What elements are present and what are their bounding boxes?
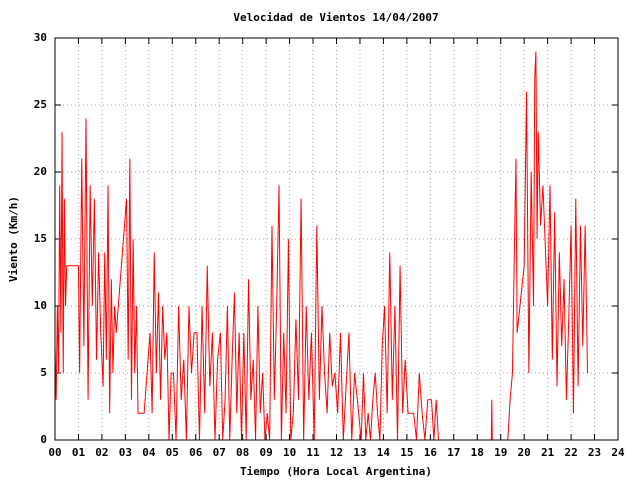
x-tick-label: 21 xyxy=(541,446,555,459)
y-tick-label: 10 xyxy=(34,299,47,312)
y-tick-label: 20 xyxy=(34,165,47,178)
x-tick-label: 09 xyxy=(260,446,273,459)
x-tick-label: 23 xyxy=(588,446,601,459)
x-tick-label: 03 xyxy=(119,446,132,459)
x-tick-label: 06 xyxy=(189,446,203,459)
y-tick-label: 15 xyxy=(34,232,47,245)
y-tick-label: 0 xyxy=(40,433,47,446)
plot-border xyxy=(54,37,619,441)
x-tick-label: 22 xyxy=(564,446,577,459)
x-tick-label: 18 xyxy=(471,446,484,459)
x-tick-label: 07 xyxy=(213,446,226,459)
x-tick-label: 04 xyxy=(142,446,156,459)
x-tick-label: 11 xyxy=(306,446,320,459)
x-tick-label: 19 xyxy=(494,446,507,459)
x-tick-label: 16 xyxy=(424,446,438,459)
x-tick-label: 15 xyxy=(400,446,413,459)
x-tick-label: 12 xyxy=(330,446,343,459)
y-tick-label: 25 xyxy=(34,98,47,111)
x-tick-label: 24 xyxy=(611,446,625,459)
x-tick-label: 00 xyxy=(48,446,61,459)
x-tick-label: 10 xyxy=(283,446,296,459)
y-tick-label: 5 xyxy=(40,366,47,379)
x-tick-label: 01 xyxy=(72,446,86,459)
x-tick-label: 08 xyxy=(236,446,249,459)
x-tick-label: 17 xyxy=(447,446,460,459)
chart-title: Velocidad de Vientos 14/04/2007 xyxy=(233,11,438,24)
y-tick-label: 30 xyxy=(34,31,47,44)
x-tick-label: 05 xyxy=(166,446,179,459)
x-tick-label: 20 xyxy=(518,446,531,459)
x-tick-label: 02 xyxy=(95,446,108,459)
x-tick-label: 14 xyxy=(377,446,391,459)
data-line xyxy=(54,51,588,441)
x-axis-label: Tiempo (Hora Local Argentina) xyxy=(240,465,432,478)
x-tick-label: 13 xyxy=(353,446,366,459)
y-axis-label: Viento (Km/h) xyxy=(7,196,20,282)
